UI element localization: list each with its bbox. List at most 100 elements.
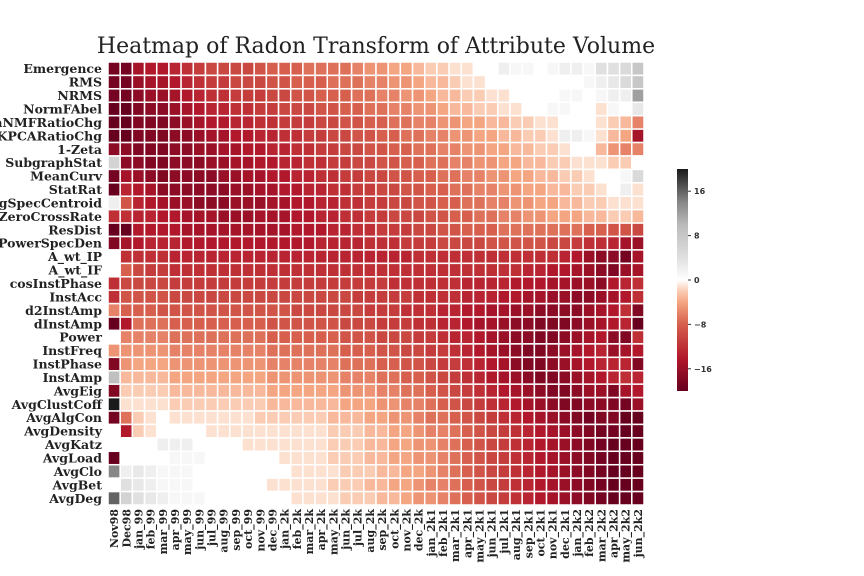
heatmap-cell [192,316,207,332]
heatmap-cell [533,343,548,359]
heatmap-cell [277,343,292,359]
heatmap-cell [411,101,426,117]
heatmap-cell [570,128,584,144]
heatmap-cell [253,208,268,224]
heatmap-cell [545,490,560,506]
heatmap-cell [484,262,499,278]
heatmap-cell [180,262,195,278]
heatmap-cell [277,128,292,144]
heatmap-cell [460,463,475,479]
heatmap-cell [155,396,170,412]
heatmap-cell [497,155,511,171]
heatmap-cell [253,155,268,171]
heatmap-cell [277,289,292,305]
heatmap-cell [241,477,255,493]
heatmap-cell [119,222,134,238]
heatmap-cell [107,168,121,184]
heatmap-cell [216,249,231,265]
heatmap-cell [497,410,511,426]
row-label: AvgDeg [48,491,102,506]
heatmap-cell [594,289,609,305]
heatmap-cell [411,249,426,265]
heatmap-cell [289,423,304,439]
heatmap-cell [119,61,134,77]
heatmap-cell [423,74,438,90]
heatmap-cell [168,235,182,251]
heatmap-cell [289,396,304,412]
heatmap-cell [497,128,511,144]
heatmap-cell [387,182,402,197]
heatmap-cell [180,155,195,171]
heatmap-cell [338,235,353,251]
heatmap-cell [314,343,329,359]
heatmap-cell [192,128,207,144]
heatmap-cell [472,289,487,305]
heatmap-cell [338,88,353,104]
heatmap-cell [216,316,231,332]
heatmap-cell [204,329,219,345]
heatmap-cell [594,114,609,130]
row-label: Power [59,330,102,345]
column-label: apr_2k2 [608,509,622,558]
heatmap-cell [155,370,170,385]
heatmap-cell [557,61,572,77]
row-label: AvgLoad [42,451,102,466]
heatmap-cell [363,396,377,412]
heatmap-cell [277,276,292,291]
heatmap-cell [326,101,341,117]
heatmap-cell [229,88,243,104]
heatmap-cell [302,302,316,318]
heatmap-cell [460,383,475,399]
heatmap-cell [314,289,329,305]
heatmap-cell [363,74,377,90]
heatmap-cell [533,101,548,117]
column-label: nov_2k [400,509,414,552]
heatmap-cell [265,302,280,318]
heatmap-cell [521,477,536,493]
heatmap-cell [314,222,329,238]
heatmap-cell [448,437,463,453]
column-label: dec_2k1 [559,509,573,559]
heatmap-cell [168,276,182,291]
heatmap-cell [582,410,597,426]
heatmap-cell [363,168,377,184]
heatmap-cell [155,74,170,90]
heatmap-cell [204,101,219,117]
heatmap-cell [399,356,414,372]
heatmap-cell [618,450,633,466]
heatmap-cell [545,423,560,439]
heatmap-cell [192,383,207,399]
heatmap-cell [241,329,255,345]
heatmap-cell [143,276,158,291]
heatmap-cell [557,477,572,493]
heatmap-cell [143,383,158,399]
heatmap-cell [521,222,536,238]
heatmap-cell [594,437,609,453]
heatmap-cell [241,343,255,359]
heatmap-cell [229,249,243,265]
heatmap-cell [338,114,353,130]
heatmap-cell [423,302,438,318]
heatmap-cell [521,61,536,77]
heatmap-cell [229,262,243,278]
heatmap-cell [631,249,645,265]
heatmap-cell [411,316,426,332]
heatmap-cell [411,410,426,426]
heatmap-cell [582,249,597,265]
heatmap-cell [155,249,170,265]
heatmap-cell [436,383,450,399]
heatmap-cell [570,222,584,238]
heatmap-cell [533,383,548,399]
heatmap-cell [594,182,609,197]
heatmap-cell [107,222,121,238]
heatmap-cells [107,61,645,506]
heatmap-cell [631,222,645,238]
heatmap-cell [302,114,316,130]
heatmap-cell [533,437,548,453]
heatmap-cell [399,249,414,265]
heatmap-cell [582,88,597,104]
heatmap-cell [594,155,609,171]
heatmap-cell [289,88,304,104]
heatmap-cell [533,410,548,426]
heatmap-cell [533,276,548,291]
